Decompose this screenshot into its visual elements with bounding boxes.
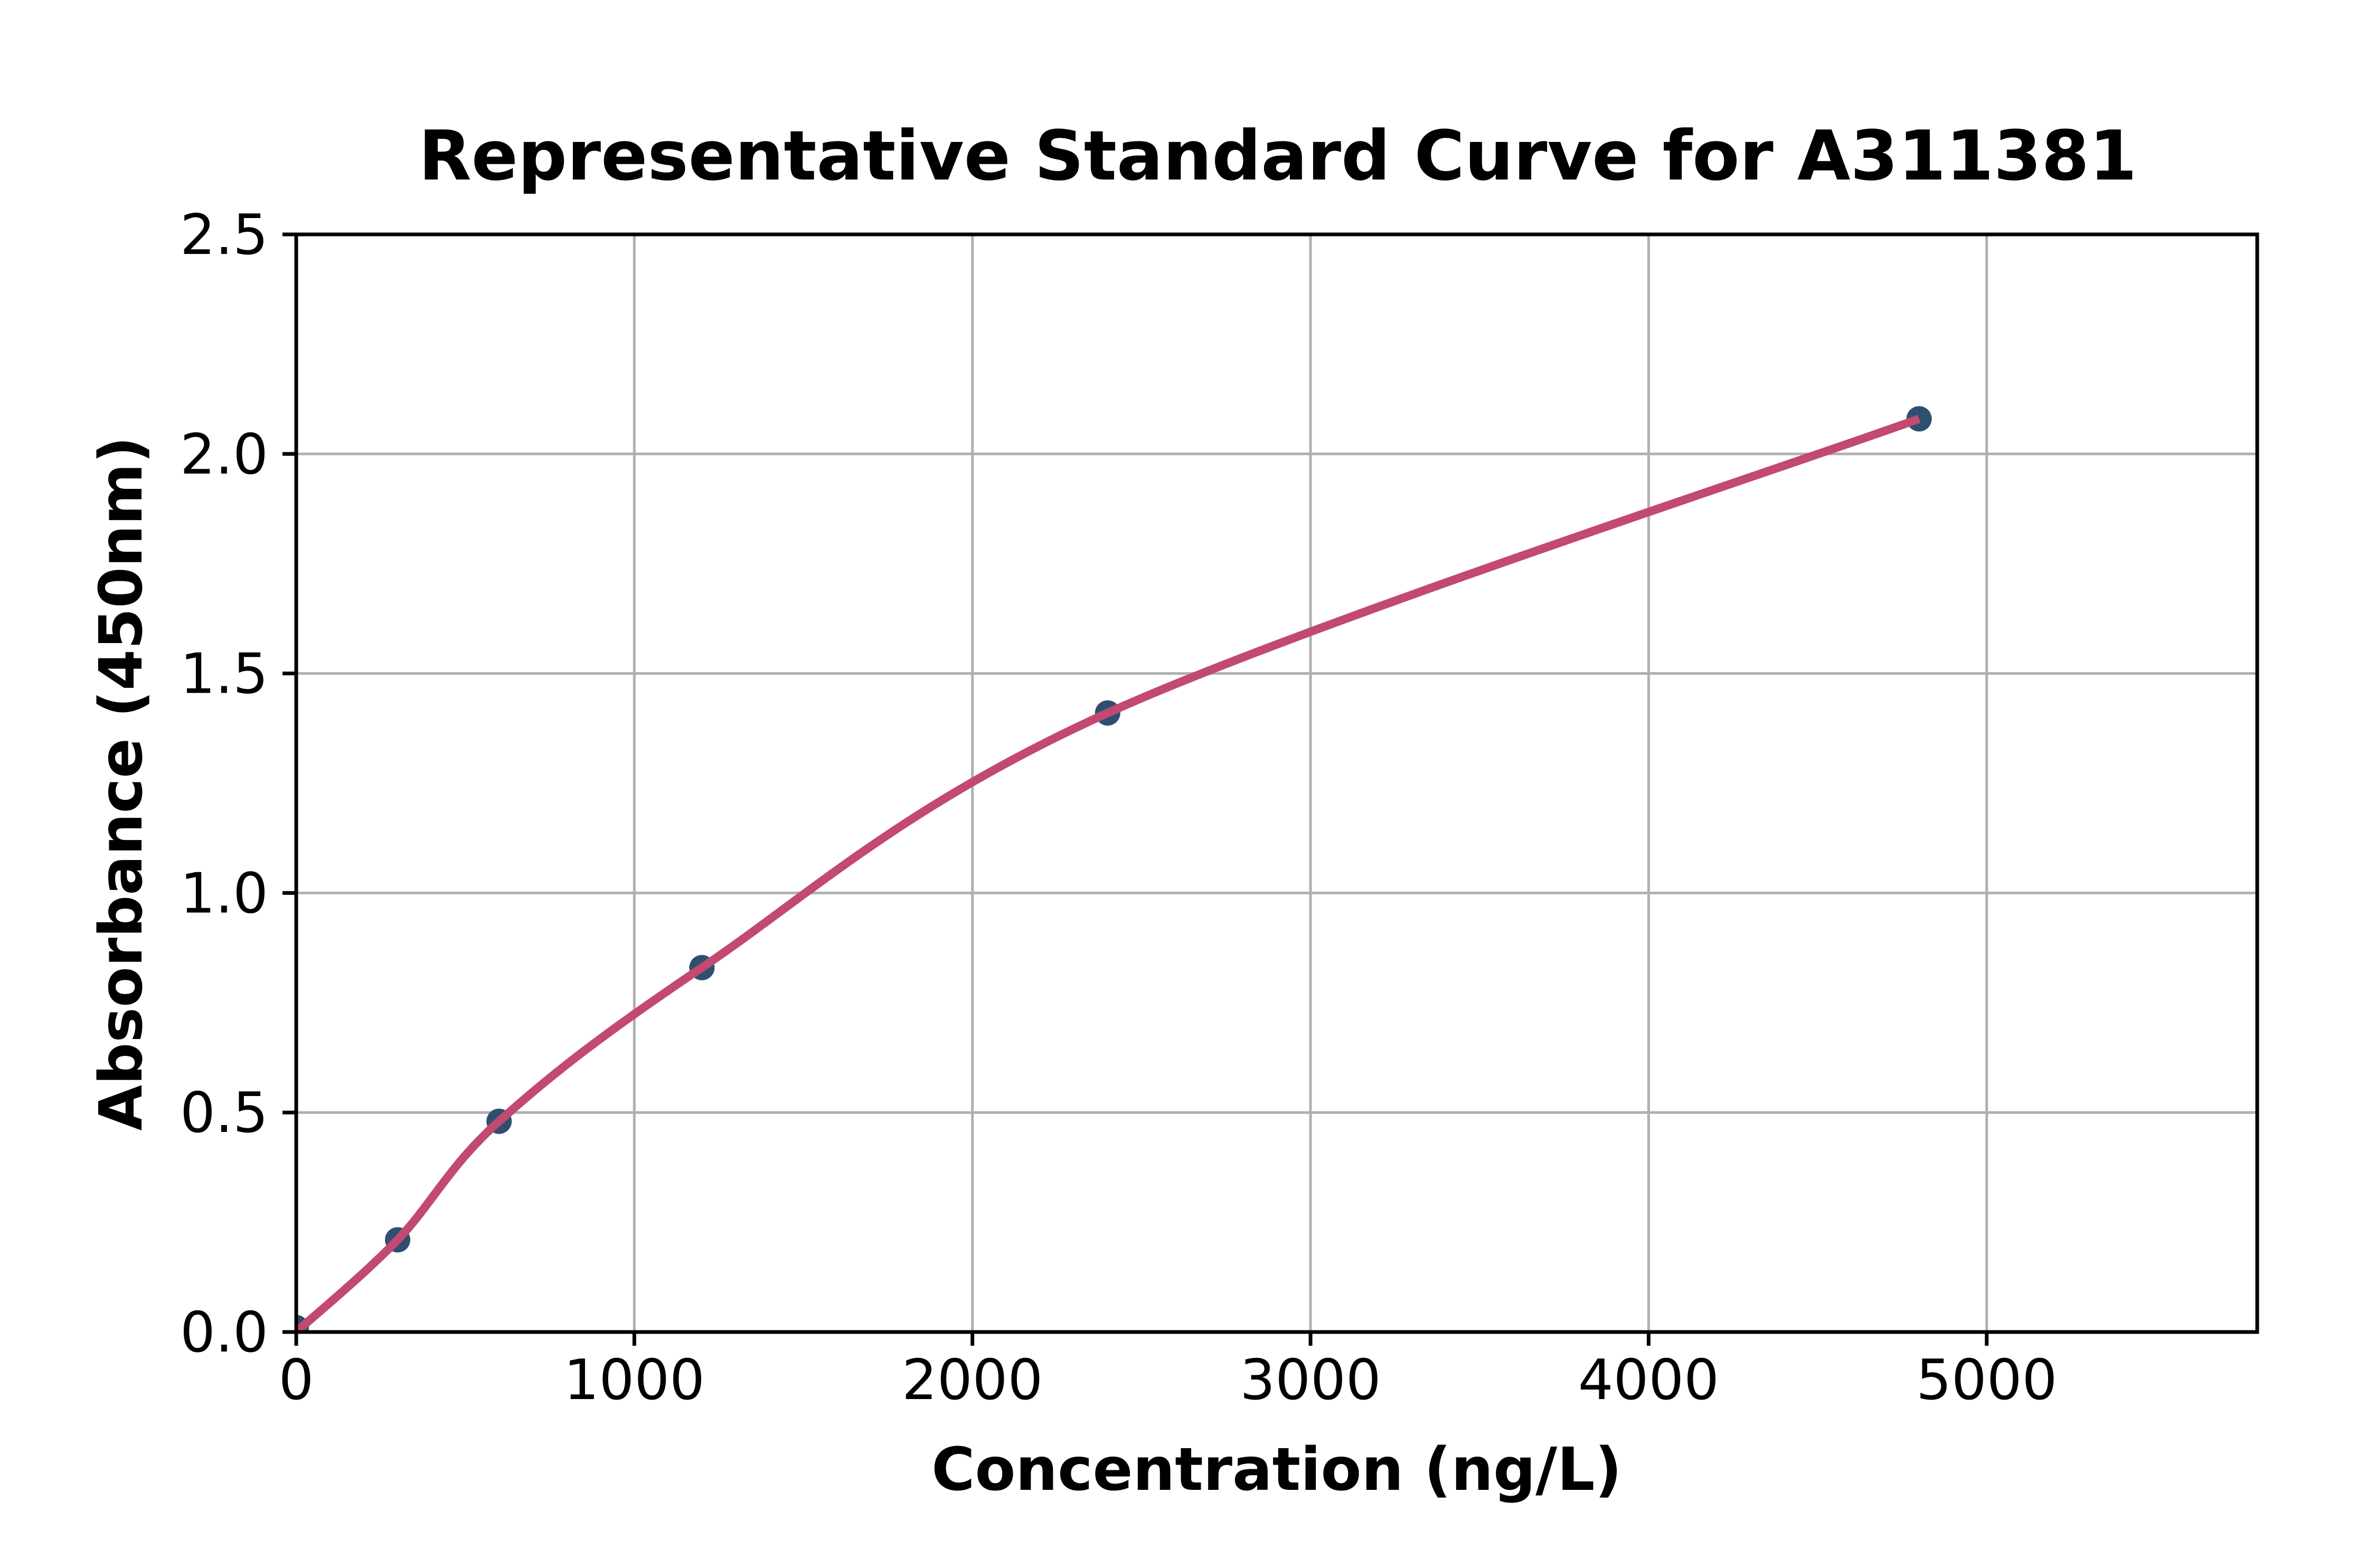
x-axis-label: Concentration (ng/L) (931, 1435, 1621, 1504)
y-tick-label: 2.5 (180, 203, 268, 267)
fit-curve (296, 414, 1921, 1332)
x-tick-label: 1000 (564, 1348, 705, 1412)
axis-ticks (282, 232, 1989, 1346)
plot-border (294, 232, 2259, 1334)
y-axis-label: Absorbance (450nm) (87, 436, 156, 1130)
x-tick-label: 2000 (902, 1348, 1043, 1412)
y-tick-label: 2.0 (180, 422, 268, 487)
y-tick-label: 0.5 (180, 1081, 268, 1145)
y-tick-label: 1.0 (180, 861, 268, 925)
x-tick-label: 0 (279, 1348, 314, 1412)
x-tick-label: 5000 (1916, 1348, 2057, 1412)
data-points (296, 406, 1932, 1332)
standard-curve-line (296, 414, 1921, 1332)
y-tick-label: 0.0 (180, 1300, 268, 1365)
x-tick-label: 4000 (1578, 1348, 1719, 1412)
gridlines (296, 234, 2257, 1332)
x-tick-label: 3000 (1240, 1348, 1381, 1412)
chart-title: Representative Standard Curve for A31138… (419, 116, 2137, 196)
y-tick-label: 1.5 (180, 642, 268, 706)
tick-labels: 0 1000 2000 3000 4000 5000 0.0 0.5 1.0 1.5 2.0 2.5 (180, 203, 2057, 1412)
